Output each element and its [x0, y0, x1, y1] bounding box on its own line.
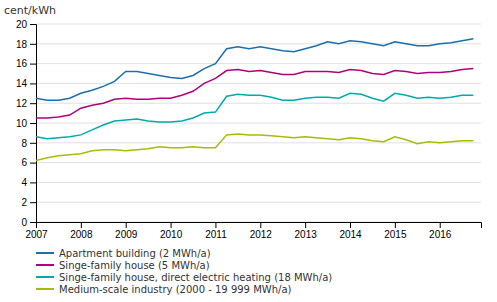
legend-swatch [36, 264, 54, 266]
x-axis-tick: 2015 [384, 222, 407, 240]
x-axis-tick: 2014 [339, 222, 362, 240]
x-axis-tick: 2013 [295, 222, 318, 240]
x-axis-tick-label: 2008 [70, 229, 93, 240]
y-axis: 0 2 4 6 8 10 12 14 16 18 20 [16, 19, 37, 228]
grid-line [36, 24, 481, 25]
x-axis-tick: 2016 [429, 222, 452, 240]
y-axis-tick: 6 [21, 157, 36, 168]
x-axis-tick-mark [215, 222, 216, 228]
grid-line [36, 43, 481, 44]
y-axis-tick-label: 0 [21, 217, 27, 228]
grid-line [36, 63, 481, 64]
y-axis-tick-mark [30, 103, 36, 104]
x-axis-tick: 2012 [250, 222, 273, 240]
x-axis-tick-label: 2007 [25, 229, 48, 240]
y-axis-tick-label: 12 [16, 98, 28, 109]
y-axis-tick-label: 16 [16, 58, 28, 69]
x-axis-tick-mark [260, 222, 261, 228]
y-axis-tick-mark [30, 163, 36, 164]
y-axis-tick-mark [30, 202, 36, 203]
grid [36, 24, 481, 222]
legend-label: Medium-scale industry (2000 - 19 999 MWh… [59, 284, 292, 295]
legend-swatch [36, 252, 54, 254]
y-axis-tick-label: 18 [16, 39, 28, 50]
x-axis-tick: 2010 [160, 222, 183, 240]
y-axis-tick-mark [30, 83, 36, 84]
x-axis-tick-mark [126, 222, 127, 228]
legend: Apartment building (2 MWh/a)Singe-family… [36, 248, 332, 295]
x-axis-tick-label: 2014 [339, 229, 362, 240]
y-axis-tick: 16 [16, 58, 36, 69]
legend-label: Apartment building (2 MWh/a) [59, 248, 211, 259]
plot: 2007200820092010201120122013201420152016… [16, 19, 482, 240]
x-axis-tick-mark [171, 222, 172, 228]
series-line [36, 134, 473, 161]
grid-line [36, 182, 481, 183]
y-axis-tick: 18 [16, 39, 36, 50]
x-axis-tick-label: 2016 [429, 229, 452, 240]
y-axis-tick-label: 10 [16, 118, 28, 129]
x-axis-tick-label: 2012 [250, 229, 273, 240]
x-axis-tick-label: 2013 [295, 229, 318, 240]
y-axis-tick-mark [30, 44, 36, 45]
y-axis-tick-mark [30, 123, 36, 124]
lines [36, 39, 473, 161]
y-axis-tick-label: 8 [21, 138, 27, 149]
y-axis-tick: 10 [16, 118, 36, 129]
y-axis-line [30, 25, 37, 223]
y-axis-tick: 14 [16, 78, 36, 89]
grid-line [36, 202, 481, 203]
legend-swatch [36, 276, 54, 278]
x-axis-tick-mark [440, 222, 441, 228]
y-axis-tick-label: 6 [21, 157, 27, 168]
x-axis-tick: 2007 [25, 222, 48, 240]
legend-swatch [36, 288, 54, 290]
grid-line [36, 83, 481, 84]
chart: 2007200820092010201120122013201420152016… [0, 0, 497, 302]
x-axis-tick-label: 2010 [160, 229, 183, 240]
x-axis-tick-label: 2009 [115, 229, 138, 240]
x-axis: 2007 2008 2009 2010 2011 2012 2013 2014 2015 2016 [25, 222, 481, 240]
legend-item: Singe-family house (5 MWh/a) [36, 260, 210, 271]
legend-item: Apartment building (2 MWh/a) [36, 248, 211, 259]
y-axis-tick-mark [30, 64, 36, 65]
y-axis-tick-mark [30, 143, 36, 144]
y-axis-title: cent/kWh [4, 4, 56, 17]
y-axis-tick: 0 [21, 217, 36, 228]
x-axis-tick-mark [81, 222, 82, 228]
x-axis-tick-mark [305, 222, 306, 228]
y-axis-tick: 12 [16, 98, 36, 109]
y-axis-tick-mark [30, 222, 36, 223]
legend-item: Medium-scale industry (2000 - 19 999 MWh… [36, 284, 292, 295]
legend-label: Singe-family house (5 MWh/a) [59, 260, 210, 271]
y-axis-tick: 2 [21, 197, 36, 208]
grid-line [36, 162, 481, 163]
y-axis-tick-label: 20 [16, 19, 28, 30]
x-axis-tick: 2009 [115, 222, 138, 240]
legend-item: Singe-family house, direct electric heat… [36, 272, 332, 283]
y-axis-tick-mark [30, 182, 36, 183]
x-axis-tick-mark [350, 222, 351, 228]
y-axis-tick: 4 [21, 177, 36, 188]
series-line [36, 39, 473, 100]
y-axis-tick: 8 [21, 138, 36, 149]
y-axis-tick-label: 2 [21, 197, 27, 208]
x-axis-tick-label: 2015 [384, 229, 407, 240]
x-axis-tick: 2011 [205, 222, 227, 240]
series-line [36, 69, 473, 119]
series-line [36, 93, 473, 139]
y-axis-tick-label: 4 [21, 177, 27, 188]
x-axis-tick: 2008 [70, 222, 93, 240]
y-axis-tick-mark [30, 24, 36, 25]
y-axis-tick-label: 14 [16, 78, 28, 89]
y-axis-tick: 20 [16, 19, 36, 30]
x-axis-tick-mark [395, 222, 396, 228]
x-axis-line [37, 223, 482, 229]
x-axis-tick-label: 2011 [205, 229, 227, 240]
legend-label: Singe-family house, direct electric heat… [59, 272, 332, 283]
grid-line [36, 123, 481, 124]
